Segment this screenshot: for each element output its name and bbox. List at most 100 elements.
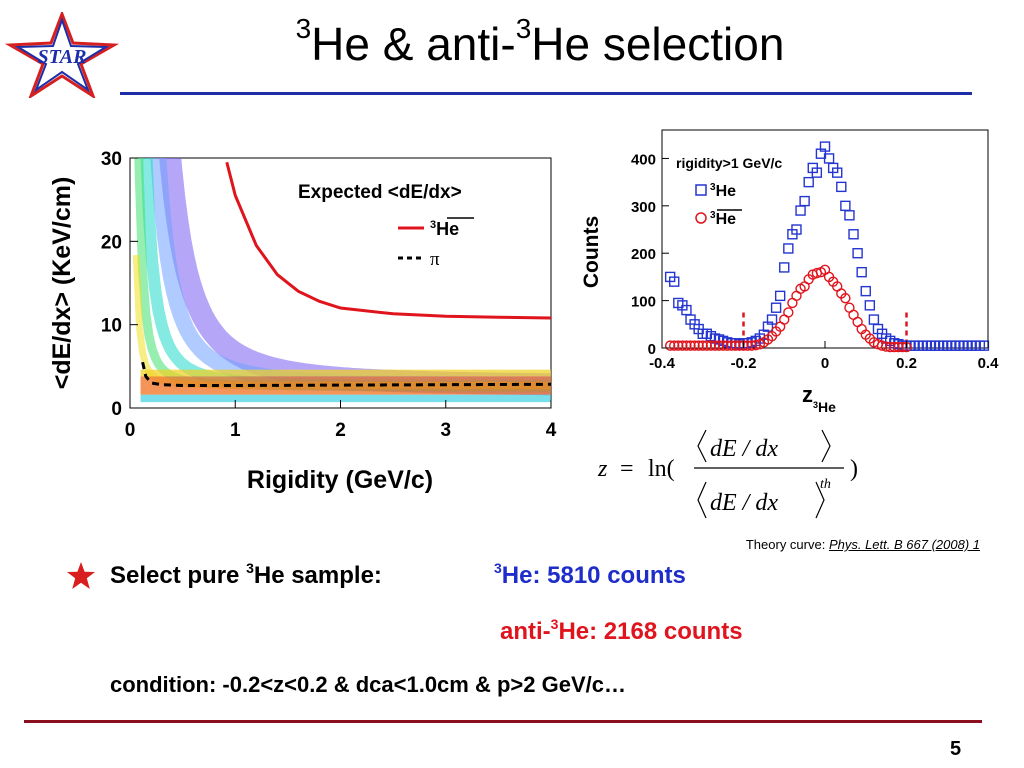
point-3He xyxy=(832,167,843,178)
x-tick-label: 0.4 xyxy=(978,355,1000,372)
point-3He xyxy=(803,176,814,188)
point-3He xyxy=(852,248,863,259)
dedx-rigidity-plot: 0 1 2 3 4 0 10 20 30 Expected <dE/dx> 3He π Rigi… xyxy=(48,149,557,494)
point-3He-bar xyxy=(717,340,729,351)
y-tick-label: 10 xyxy=(101,316,122,337)
point-3He xyxy=(844,210,855,221)
point-3He xyxy=(766,314,778,325)
point-3He xyxy=(774,290,786,302)
point-3He xyxy=(819,141,831,152)
x-tick-label: -0.4 xyxy=(649,355,676,372)
x-tick-label: 4 xyxy=(546,420,557,441)
right-plot-frame xyxy=(661,129,989,349)
point-3He xyxy=(836,181,847,193)
point-3He-bar xyxy=(885,341,896,353)
point-3He-bar xyxy=(669,340,680,351)
point-3He xyxy=(856,266,867,278)
y-tick-label: 0 xyxy=(648,341,656,358)
rigidity-annotation: rigidity>1 GeV/c xyxy=(676,155,782,171)
point-3He-bar xyxy=(681,340,692,351)
footer-divider xyxy=(24,720,982,723)
point-3He-bar xyxy=(840,293,851,304)
svg-text:dE / dx: dE / dx xyxy=(710,490,778,516)
x-tick-label: 1 xyxy=(230,420,241,441)
point-3He-bar xyxy=(713,340,725,351)
point-3He-bar xyxy=(709,340,721,351)
right-x-axis-label: z3He xyxy=(802,382,836,415)
heatmap-core-edge xyxy=(140,369,551,377)
bullet-select-sample: Select pure 3He sample: xyxy=(110,560,382,589)
point-3He-bar xyxy=(721,340,733,351)
theory-curve-reference: Theory curve: Phys. Lett. B 667 (2008) 1 xyxy=(745,537,980,552)
x-tick-label: 2 xyxy=(335,420,346,441)
x-tick-label: 3 xyxy=(440,420,451,441)
right-y-axis-label: Counts xyxy=(580,216,603,288)
point-3He-bar xyxy=(889,341,900,353)
star-logo: STAR xyxy=(4,12,120,98)
selection-condition: condition: -0.2<z<0.2 & dca<1.0cm & p>2 … xyxy=(110,672,626,697)
y-tick-label: 30 xyxy=(101,149,122,170)
svg-text:dE / dx: dE / dx xyxy=(710,436,778,462)
series-line-3He-bar xyxy=(225,161,551,320)
z-distribution-plot: -0.4 -0.2 0 0.2 0.4 0 100 200 300 400 rigidity>1 … xyxy=(580,129,1000,415)
anti-he3-count: anti-3He: 2168 counts xyxy=(500,616,743,645)
left-x-axis-label: Rigidity (GeV/c) xyxy=(247,466,433,494)
point-3He xyxy=(791,224,802,235)
point-3He-bar xyxy=(893,341,904,353)
point-3He-bar xyxy=(880,341,892,352)
svg-text:ln(: ln( xyxy=(648,456,675,482)
series-line-pi xyxy=(141,361,551,387)
point-3He-bar xyxy=(693,340,704,351)
y-tick-label: 300 xyxy=(631,199,656,216)
point-3He-bar xyxy=(664,340,676,351)
point-3He xyxy=(669,276,680,287)
y-tick-label: 0 xyxy=(111,399,122,420)
point-3He xyxy=(783,243,794,254)
logo-text: STAR xyxy=(38,46,87,68)
legend-label-3he: 3He xyxy=(710,182,736,200)
point-3He xyxy=(779,262,790,273)
legend-marker-3he-bar xyxy=(695,212,707,224)
point-3He-bar xyxy=(677,340,688,351)
point-3He xyxy=(864,300,876,311)
point-3He-bar xyxy=(701,340,713,351)
reference-link[interactable]: Phys. Lett. B 667 (2008) 1 xyxy=(828,537,980,552)
svg-text:z: z xyxy=(597,456,608,482)
point-3He xyxy=(770,302,782,313)
point-3He xyxy=(811,167,823,178)
y-tick-label: 20 xyxy=(101,232,122,253)
page-number: 5 xyxy=(950,738,962,760)
svg-text:th: th xyxy=(820,477,831,492)
svg-text:=: = xyxy=(620,456,634,482)
heatmap-core-lower xyxy=(140,394,551,403)
x-tick-label: 0.2 xyxy=(896,355,917,372)
x-tick-label: 0 xyxy=(125,420,136,441)
legend-title: Expected <dE/dx> xyxy=(298,182,462,203)
point-3He-bar xyxy=(730,340,741,351)
x-tick-label: -0.2 xyxy=(731,355,757,372)
left-y-axis-label: <dE/dx> (KeV/cm) xyxy=(48,177,76,390)
point-3He-bar xyxy=(783,307,794,318)
bullet-star-icon xyxy=(67,562,95,589)
y-tick-label: 400 xyxy=(631,151,656,168)
legend-label-pi: π xyxy=(430,249,440,270)
point-3He xyxy=(860,285,871,297)
point-3He-bar xyxy=(673,340,684,351)
legend-label-3he-bar: 3He xyxy=(430,219,459,239)
point-3He xyxy=(799,195,810,207)
legend-label-3he-bar-right: 3He xyxy=(710,210,736,228)
page-title: 3He & anti-3He selection xyxy=(295,13,785,71)
title-divider xyxy=(120,92,972,95)
point-3He-bar xyxy=(697,340,708,351)
point-3He-bar xyxy=(705,340,717,351)
point-3He-bar xyxy=(726,340,737,351)
y-tick-label: 200 xyxy=(631,246,656,263)
point-3He-bar xyxy=(689,340,700,351)
svg-text:): ) xyxy=(850,456,858,482)
point-3He-bar xyxy=(685,340,696,351)
legend-marker-3he xyxy=(695,184,707,196)
he3-count: 3He: 5810 counts xyxy=(494,560,686,589)
point-3He xyxy=(848,229,859,240)
z-formula: z = ln( ) dE / dx dE / dx th xyxy=(597,429,858,519)
y-tick-label: 100 xyxy=(631,294,656,311)
